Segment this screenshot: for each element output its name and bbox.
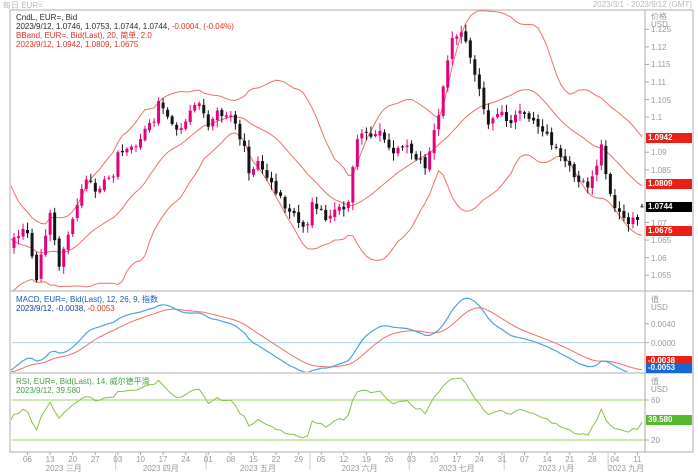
- macd-date: 2023/9/12,: [16, 304, 54, 313]
- price-tick-label: 1.1: [651, 113, 663, 123]
- x-day-label: 29: [294, 455, 304, 464]
- price-tick-label: 1.055: [651, 271, 672, 281]
- legend-bband-series: BBand, EUR=, Bid(Last), 20, 简单, 2.0: [16, 31, 152, 40]
- x-day-label: 10: [429, 455, 439, 464]
- price-tick-label: 1.12: [651, 42, 667, 52]
- last-price-badge: 1.0744: [646, 202, 692, 213]
- x-day-label: 04: [610, 455, 620, 464]
- x-day-label: 10: [136, 455, 145, 464]
- price-tick-label: 1.115: [651, 60, 671, 70]
- x-day-label: 24: [181, 455, 191, 464]
- rsi-axis-title: 值 USD: [651, 378, 668, 394]
- x-day-label: 03: [407, 455, 416, 464]
- price-axis-title: 价格 USD: [651, 13, 668, 29]
- x-day-label: 31: [497, 455, 507, 464]
- macd-value-2: -0.0053: [85, 304, 115, 313]
- legend-rsi-pane: RSI, EUR=, Bid(Last), 14, 威尔德平滑 2023/9/1…: [16, 377, 150, 395]
- macd-axis-name: 值: [651, 295, 659, 304]
- x-day-label: 15: [248, 455, 258, 464]
- x-month-label: 2023 八月: [538, 464, 575, 473]
- price-tick-label: 1.11: [651, 78, 666, 87]
- x-month-label: 2023 四月: [142, 464, 179, 473]
- macd-line-badge: -0.0053: [646, 362, 692, 373]
- macd-axis-unit: USD: [651, 303, 668, 312]
- price-tick-label: 1.07: [651, 218, 667, 228]
- x-day-label: 19: [361, 455, 371, 464]
- x-month-label: 2023 三月: [45, 464, 82, 473]
- macd-tick-label: 0.0040: [651, 319, 676, 329]
- bband-lower-badge: 1.0675: [646, 226, 692, 237]
- x-day-label: 14: [542, 455, 552, 464]
- macd-axis-title: 值 USD: [651, 296, 668, 312]
- x-day-label: 08: [226, 455, 236, 464]
- macd-value-1: -0.0038,: [53, 304, 86, 313]
- legend-macd-series: MACD, EUR=, Bid(Last), 12, 26, 9, 指数: [16, 295, 159, 304]
- legend-macd-values: 2023/9/12, -0.0038, -0.0053: [16, 304, 158, 313]
- bband-upper-badge: 1.0942: [646, 132, 692, 143]
- x-month-label: 2023 五月: [239, 464, 276, 473]
- x-month-label: 2023 六月: [341, 464, 378, 473]
- macd-signal-badge: -0.0038: [646, 355, 692, 366]
- macd-tick-label: 0.0000: [651, 338, 676, 348]
- x-day-label: 03: [113, 455, 123, 464]
- date-range-label: 2023/3/1 - 2023/9/12 (GMT): [592, 0, 692, 9]
- x-day-label: 11: [632, 455, 642, 464]
- rsi-axis-name: 值: [651, 377, 659, 386]
- legend-candle-values: 2023/9/12, 1.0746, 1.0753, 1.0744, 1.074…: [16, 22, 234, 31]
- price-axis-name: 价格: [651, 12, 667, 21]
- x-day-label: 05: [316, 455, 326, 464]
- x-day-label: 22: [271, 455, 281, 464]
- change-values: -0.0004, (-0.04%): [169, 22, 234, 31]
- x-day-label: 20: [68, 455, 78, 464]
- x-month-label: 2023 九月: [608, 464, 645, 473]
- legend-candle-series: CndL, EUR=, Bid: [16, 13, 78, 22]
- legend-bband-values: 2023/9/12, 1.0942, 1.0809, 1.0675: [16, 40, 139, 49]
- price-tick-label: 1.125: [651, 25, 672, 35]
- x-month-label: 2023 七月: [438, 464, 475, 473]
- x-day-label: 17: [452, 455, 462, 464]
- rsi-axis-unit: USD: [651, 385, 668, 394]
- price-tick-label: 1.09: [651, 148, 667, 158]
- price-tick-label: 1.085: [651, 165, 672, 175]
- window-title: 每日 EUR=: [3, 1, 43, 10]
- x-day-label: 28: [587, 455, 597, 464]
- x-day-label: 27: [90, 455, 100, 464]
- legend-price-pane: CndL, EUR=, Bid 2023/9/12, 1.0746, 1.075…: [16, 13, 234, 49]
- x-day-label: 17: [158, 455, 168, 464]
- x-day-label: 07: [520, 455, 529, 464]
- ohlc-values: 2023/9/12, 1.0746, 1.0753, 1.0744, 1.074…: [16, 22, 170, 31]
- price-tick-label: 1.065: [651, 236, 672, 246]
- price-tick-label: 1.105: [651, 95, 672, 105]
- legend-macd-pane: MACD, EUR=, Bid(Last), 12, 26, 9, 指数 202…: [16, 295, 158, 313]
- price-tick-label: 1.06: [651, 253, 667, 263]
- x-day-label: 26: [384, 455, 394, 464]
- x-day-label: 24: [474, 455, 484, 464]
- x-day-label: 06: [23, 455, 32, 464]
- x-day-label: 21: [565, 455, 575, 464]
- x-day-label: 01: [203, 455, 213, 464]
- x-day-label: 13: [45, 455, 55, 464]
- bband-middle-badge: 1.0809: [646, 179, 692, 190]
- rsi-tick-label: 20: [651, 436, 660, 445]
- legend-rsi-values: 2023/9/12, 39.580: [16, 386, 81, 395]
- rsi-value-badge: 39.580: [646, 415, 692, 426]
- legend-rsi-series: RSI, EUR=, Bid(Last), 14, 威尔德平滑: [16, 377, 150, 386]
- price-axis-unit: USD: [651, 20, 668, 29]
- x-day-label: 12: [339, 455, 349, 464]
- rsi-tick-label: 60: [651, 396, 660, 405]
